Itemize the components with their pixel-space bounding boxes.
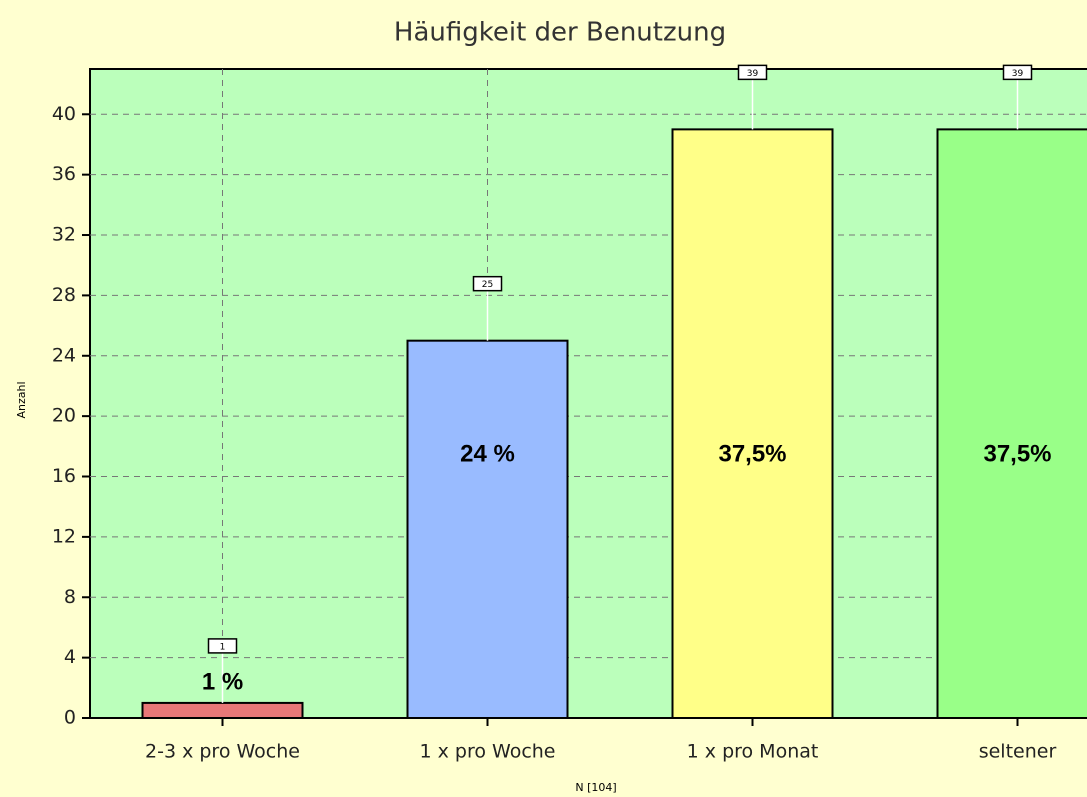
percent-annotation: 37,5% (983, 440, 1051, 467)
bar (141, 701, 304, 720)
value-label: 39 (1012, 69, 1024, 79)
y-tick-label: 36 (52, 163, 76, 185)
bar (406, 339, 569, 719)
x-tick-label: 2-3 x pro Woche (145, 741, 300, 763)
percent-annotation: 37,5% (718, 440, 786, 467)
x-tick-label: 1 x pro Woche (419, 741, 555, 763)
x-tick-label: 1 x pro Monat (687, 741, 819, 763)
value-label: 25 (482, 280, 493, 290)
bar (671, 128, 834, 720)
value-label-box (207, 638, 238, 654)
y-tick-label: 28 (52, 284, 76, 306)
y-tick-label: 12 (52, 525, 76, 547)
value-label: 1 (220, 642, 226, 652)
y-tick-label: 4 (64, 646, 76, 668)
percent-annotation: 1 % (202, 668, 243, 695)
y-axis-label: Anzahl (15, 381, 28, 418)
chart-title: Häufigkeit der Benutzung (394, 18, 726, 48)
plot-area (89, 68, 1087, 719)
value-label-box (1002, 64, 1033, 81)
value-label: 39 (747, 69, 759, 79)
percent-annotation: 24 % (460, 440, 515, 467)
y-tick-label: 8 (64, 586, 76, 608)
y-tick-label: 20 (52, 405, 76, 427)
x-axis-label: N [104] (575, 781, 616, 794)
value-label-box (472, 275, 503, 292)
bar (936, 128, 1087, 720)
y-tick-label: 40 (52, 103, 76, 125)
y-tick-label: 16 (52, 465, 76, 487)
y-tick-label: 32 (52, 224, 76, 246)
y-tick-label: 24 (52, 344, 76, 366)
value-label-box (737, 64, 768, 81)
y-tick-label: 0 (64, 707, 76, 729)
x-tick-label: seltener (979, 741, 1057, 763)
